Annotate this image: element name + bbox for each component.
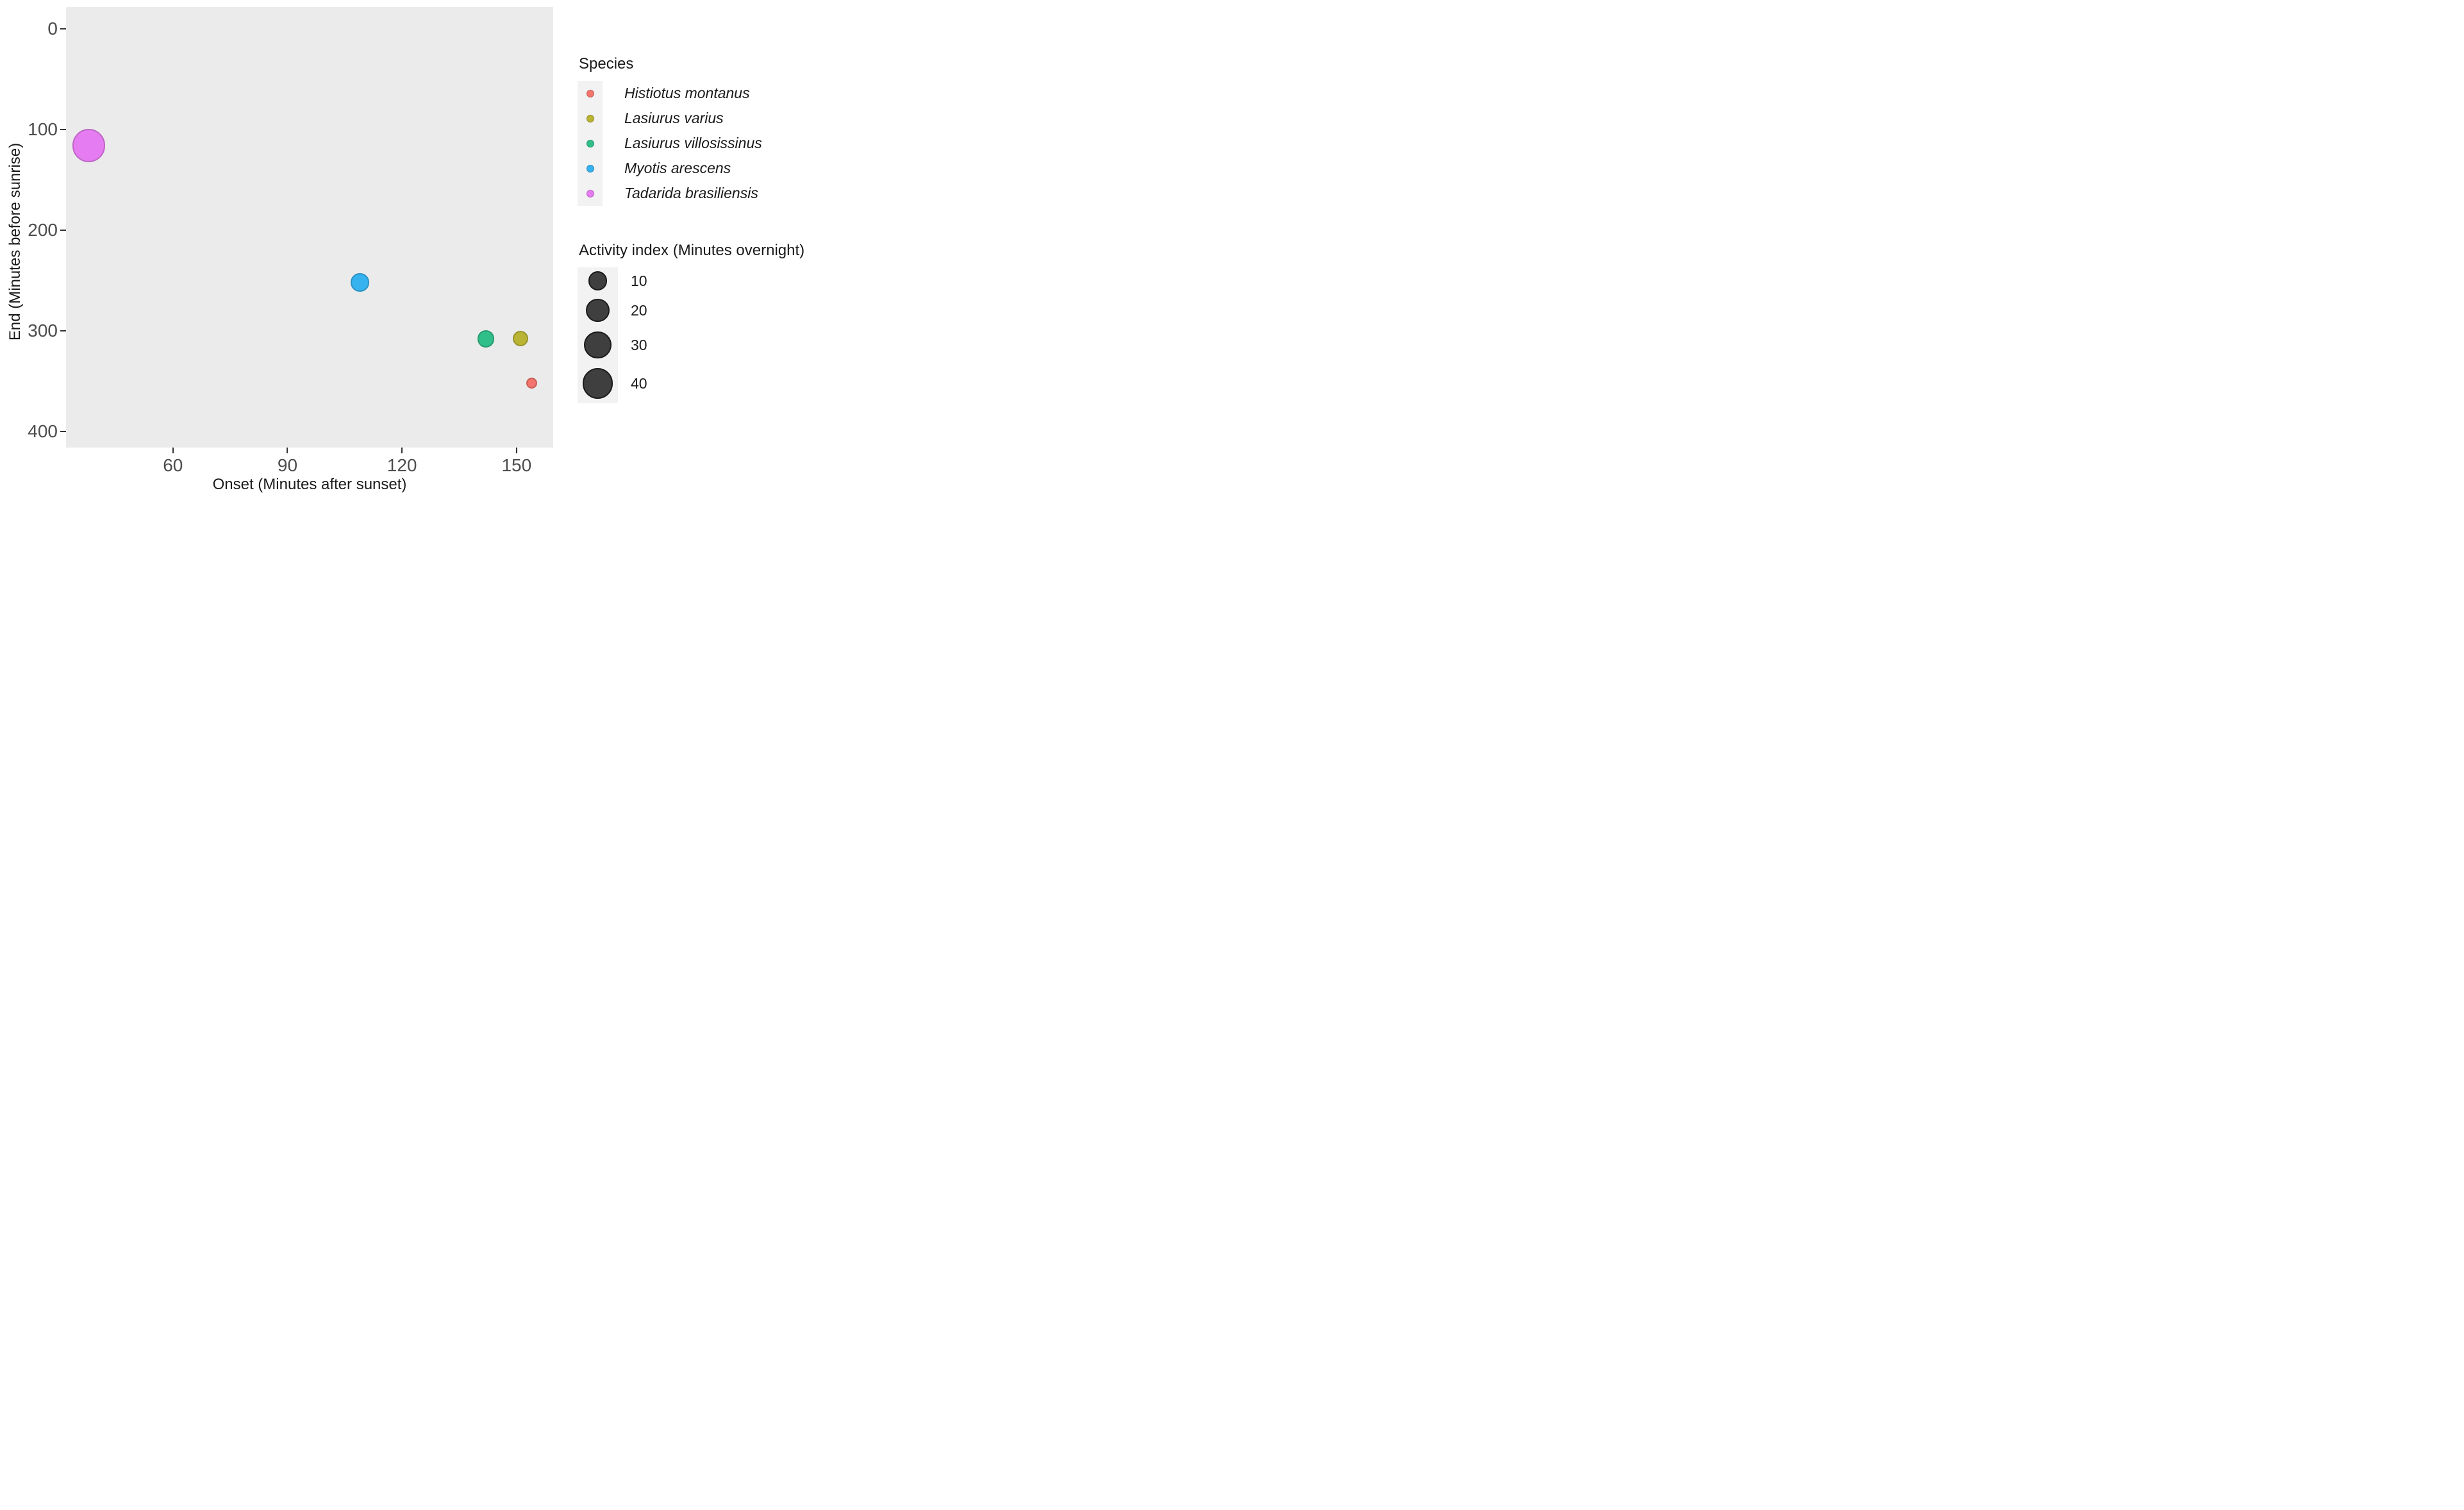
species-legend-entry: Lasiurus villosissinus [578,131,762,156]
species-legend-label: Tadarida brasiliensis [624,185,758,201]
y-axis-tick-mark [60,28,66,29]
data-point-myotis-arescens [351,273,369,292]
size-legend-circle-icon [584,331,612,359]
species-color-dot-icon [586,89,594,97]
x-axis-tick-mark [515,448,517,453]
y-axis-tick-mark [60,330,66,331]
size-legend: Activity index (Minutes overnight) 10 20 3… [578,242,804,403]
species-legend: Species Histiotus montanus Lasiurus variu… [578,55,762,206]
data-point-lasiurus-varius [512,331,528,347]
species-legend-title: Species [579,55,634,72]
species-color-dot-icon [586,139,594,147]
legend-key-box [578,106,603,131]
species-color-dot-icon [586,189,594,197]
size-legend-entry: 20 [578,294,804,326]
x-axis-tick-label: 60 [163,455,183,475]
legend-key-box [578,156,603,181]
y-axis-tick-label: 300 [28,320,58,340]
size-legend-entry: 30 [578,326,804,364]
species-legend-entry: Myotis arescens [578,156,762,181]
x-axis-title: Onset (Minutes after sunset) [212,476,407,493]
species-legend-entry: Tadarida brasiliensis [578,181,762,206]
y-axis-tick-label: 100 [28,119,58,139]
x-axis-tick-mark [287,448,288,453]
species-color-dot-icon [586,164,594,172]
y-axis-title: End (Minutes before sunrise) [6,142,24,341]
species-legend-label: Lasiurus varius [624,110,724,126]
species-legend-label: Histiotus montanus [624,85,750,101]
y-axis-tick-label: 200 [28,219,58,240]
species-legend-entry: Histiotus montanus [578,81,762,106]
size-legend-entry: 40 [578,364,804,403]
x-axis-tick-mark [401,448,403,453]
size-legend-label: 40 [631,374,647,392]
size-legend-label: 10 [631,272,647,289]
legend-key-box [578,267,618,294]
y-axis-tick-label: 0 [47,18,58,38]
x-axis-tick-label: 150 [501,455,532,475]
species-legend-label: Lasiurus villosissinus [624,135,762,151]
x-axis-tick-mark [172,448,174,453]
species-color-dot-icon [586,114,594,122]
size-legend-rows: 10 20 30 40 [578,267,804,403]
size-legend-label: 20 [631,301,647,319]
y-axis-tick-mark [60,431,66,433]
data-point-histiotus-montanus [526,378,538,389]
plot-panel [66,7,553,448]
size-legend-title: Activity index (Minutes overnight) [579,242,805,259]
legend-key-box [578,131,603,156]
data-point-lasiurus-villosissinus [478,330,495,348]
size-legend-circle-icon [582,368,613,399]
legend-key-box [578,326,618,364]
legend-key-box [578,294,618,326]
size-legend-circle-icon [588,271,608,290]
legend-key-box [578,81,603,106]
x-axis-tick-label: 90 [277,455,298,475]
y-axis-tick-mark [60,128,66,130]
legend-key-box [578,181,603,206]
data-point-tadarida-brasiliensis [72,129,106,162]
size-legend-entry: 10 [578,267,804,294]
species-legend-entry: Lasiurus varius [578,106,762,131]
species-legend-rows: Histiotus montanus Lasiurus varius Lasiuru… [578,81,762,206]
y-axis-tick-mark [60,229,66,231]
legend-key-box [578,364,618,403]
x-axis-tick-label: 120 [387,455,417,475]
y-axis-tick-label: 400 [28,421,58,442]
size-legend-circle-icon [586,298,610,323]
size-legend-label: 30 [631,336,647,353]
bubble-chart-figure: 60 90 120 150 0 100 200 300 400 Onset (Minutes a… [0,0,822,503]
species-legend-label: Myotis arescens [624,160,731,176]
